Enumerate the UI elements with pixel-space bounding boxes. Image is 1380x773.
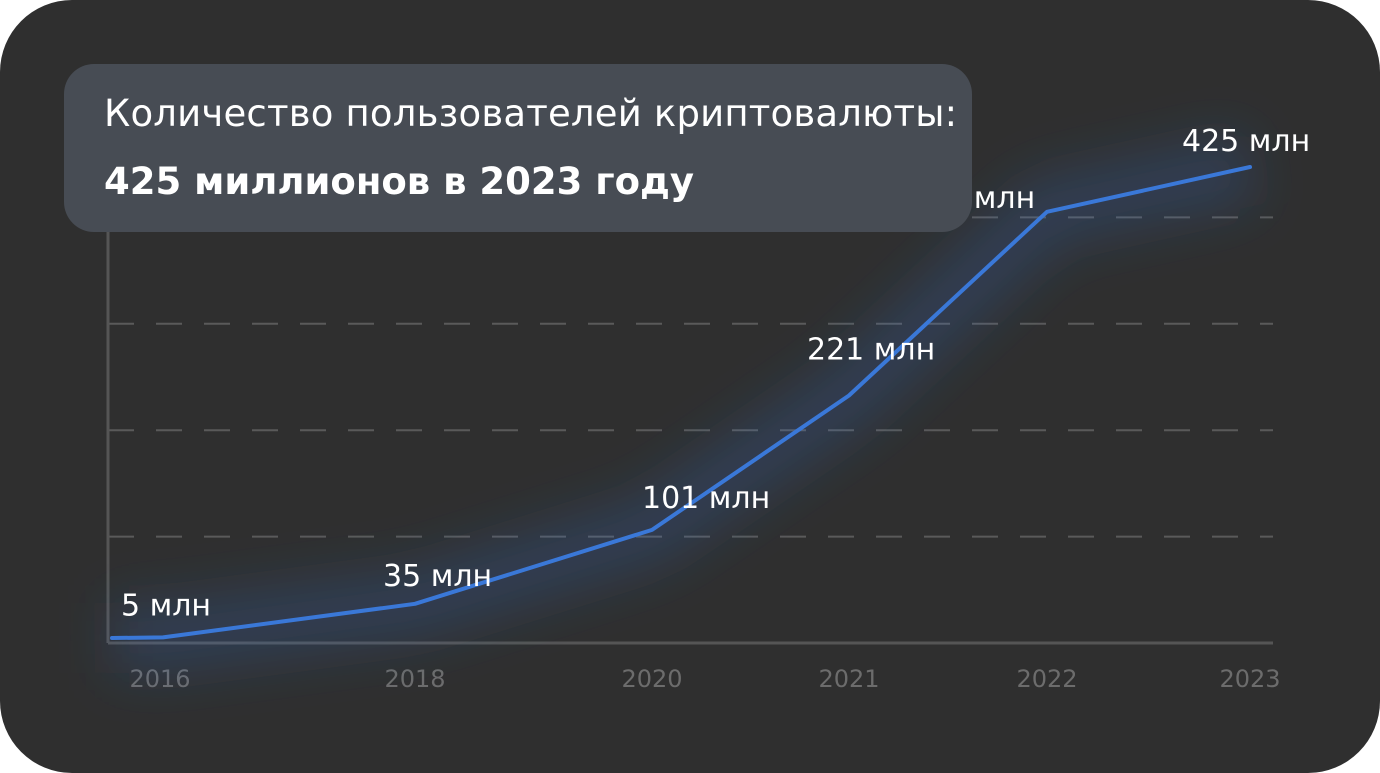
x-tick-label-2018: 2018 xyxy=(384,665,445,693)
data-label-2018: 35 млн xyxy=(383,559,492,594)
x-tick-label-2023: 2023 xyxy=(1219,665,1280,693)
x-tick-label-2021: 2021 xyxy=(818,665,879,693)
x-tick-label-2022: 2022 xyxy=(1016,665,1077,693)
headline-highlight: 425 миллионов в 2023 году xyxy=(104,160,695,203)
x-tick-labels: 2016 2018 2020 2021 2022 2023 xyxy=(129,665,1280,693)
headline-box: Количество пользователей криптовалюты: 4… xyxy=(64,64,972,232)
headline-title: Количество пользователей криптовалюты: xyxy=(104,92,958,135)
data-label-2016: 5 млн xyxy=(121,588,211,623)
series-glow xyxy=(111,132,1258,673)
data-label-2021: 221 млн xyxy=(807,332,935,367)
series-line xyxy=(110,165,1252,640)
data-label-2023: 425 млн xyxy=(1182,124,1310,159)
x-tick-label-2020: 2020 xyxy=(621,665,682,693)
data-label-2020: 101 млн xyxy=(642,481,770,516)
